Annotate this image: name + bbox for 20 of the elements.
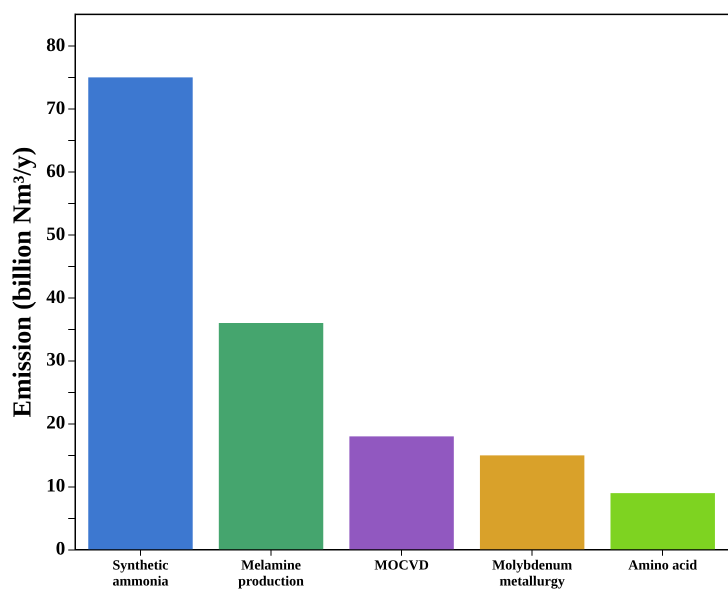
y-tick-label: 10 [46, 476, 66, 497]
x-tick-label: Synthetic ammonia [112, 558, 168, 590]
bar [610, 493, 715, 550]
bar [218, 323, 324, 550]
bar [88, 77, 193, 550]
x-tick-label: MOCVD [374, 558, 429, 574]
y-tick-label: 80 [46, 34, 66, 56]
y-tick-label: 40 [46, 286, 66, 308]
x-tick-label: Melamine production [238, 558, 304, 590]
y-tick-label: 0 [56, 538, 66, 560]
y-tick-label: 30 [46, 350, 66, 371]
y-tick-label: 50 [46, 224, 66, 245]
y-tick-label: 70 [46, 98, 66, 119]
y-tick-label: 60 [46, 160, 66, 182]
x-tick-label: Amino acid [628, 558, 698, 574]
y-tick-label: 20 [46, 412, 66, 434]
x-tick-label: Molybdenum metallurgy [492, 558, 573, 590]
y-axis-title: Emission (billion Nm³/y) [7, 146, 36, 418]
bar [480, 455, 584, 550]
bar [349, 436, 454, 550]
